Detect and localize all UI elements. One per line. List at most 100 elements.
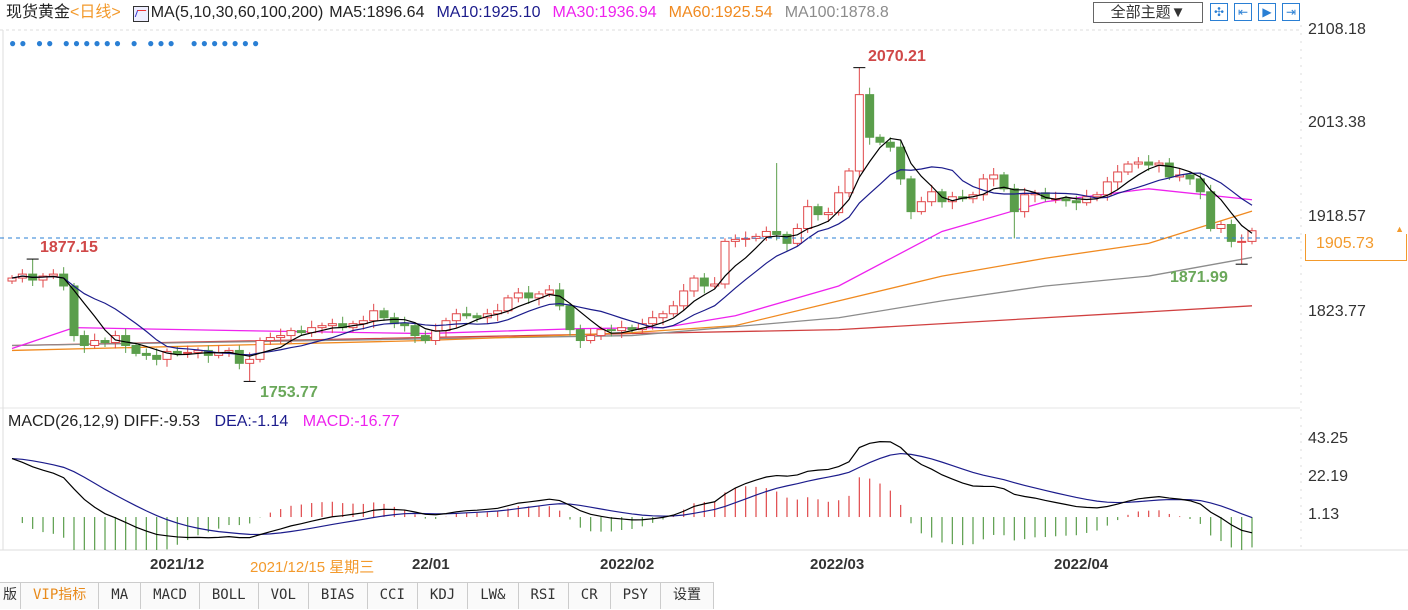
candle-up <box>1133 161 1143 165</box>
ma-indicator-icon[interactable] <box>132 6 149 22</box>
macd-tick: 22.19 <box>1308 468 1349 485</box>
tab-boll[interactable]: BOLL <box>199 583 259 609</box>
candle-up <box>317 325 327 329</box>
tab-vip[interactable]: VIP指标 <box>21 583 100 609</box>
ma10-value: MA10:1925.10 <box>436 4 541 21</box>
candle-down <box>59 273 69 287</box>
low-annotation: 1753.77 <box>260 384 318 401</box>
tab-lw[interactable]: LW& <box>468 583 519 609</box>
candle-up <box>586 335 596 342</box>
macd-tick: 43.25 <box>1308 430 1349 447</box>
candle-down <box>462 313 472 317</box>
candle-up <box>534 293 544 299</box>
candle-down <box>410 325 420 337</box>
price-tick: 2108.18 <box>1308 21 1366 38</box>
tab-cr[interactable]: CR <box>568 583 611 609</box>
candle-down <box>400 323 410 327</box>
candle-up <box>1102 181 1112 196</box>
candle-up <box>710 283 720 287</box>
left-high-annotation: 1877.15 <box>40 239 98 256</box>
ma5-value: MA5:1896.64 <box>329 4 425 21</box>
macd-dea: DEA:-1.14 <box>214 413 289 430</box>
tab-rsi[interactable]: RSI <box>518 583 569 609</box>
current-price-value: 1905.73 <box>1316 235 1374 252</box>
candle-down <box>141 352 151 356</box>
candle-down <box>524 292 534 299</box>
time-label: 2021/12 <box>150 556 205 573</box>
candle-down <box>79 335 89 346</box>
tab-partial[interactable]: 版 <box>0 583 21 609</box>
time-label: 22/01 <box>412 556 450 573</box>
candle-up <box>834 192 844 214</box>
candle-down <box>1226 224 1236 242</box>
candle-up <box>265 337 275 342</box>
candle-up <box>803 206 813 229</box>
candle-down <box>100 340 110 344</box>
crosshair-icon[interactable]: ✣ <box>1210 3 1228 21</box>
candle-down <box>234 349 244 364</box>
tab-bias[interactable]: BIAS <box>308 583 368 609</box>
candle-down <box>782 233 792 244</box>
macd-diff: MACD(26,12,9) DIFF:-9.53 <box>8 413 201 430</box>
event-markers[interactable]: ●● ●● ●●●●●● ● ●●● ●●●●●●● <box>9 36 263 50</box>
tab-settings[interactable]: 设置 <box>660 583 714 609</box>
tab-kdj[interactable]: KDJ <box>417 583 469 609</box>
candle-up <box>110 335 120 344</box>
candle-up <box>369 310 379 322</box>
candle-up <box>989 174 999 180</box>
candle-up <box>927 191 937 203</box>
candle-down <box>875 136 885 143</box>
candle-down <box>885 141 895 148</box>
ma-legend: 现货黄金 <日线> MA(5,10,30,60,100,200) MA5:189… <box>6 3 901 23</box>
time-label: 2022/04 <box>1054 556 1109 573</box>
candle-up <box>255 340 265 360</box>
candle-up <box>513 292 523 299</box>
candle-down <box>999 174 1009 190</box>
candle-down <box>420 335 430 342</box>
goto-end-icon[interactable]: ⇥ <box>1282 3 1300 21</box>
candle-up <box>245 358 255 364</box>
candle-down <box>555 289 565 307</box>
ma60-value: MA60:1925.54 <box>668 4 773 21</box>
time-label: 2022/03 <box>810 556 865 573</box>
high-annotation: 2070.21 <box>868 48 926 65</box>
macd-legend: MACD(26,12,9) DIFF:-9.53 DEA:-1.14 MACD:… <box>8 413 400 431</box>
dea-line <box>11 452 1253 536</box>
candle-up <box>1092 194 1102 198</box>
candle-up <box>183 351 193 354</box>
candle-up <box>38 275 48 281</box>
candle-down <box>152 354 162 360</box>
tab-psy[interactable]: PSY <box>610 583 661 609</box>
candle-up <box>48 273 58 277</box>
candle-down <box>627 327 637 331</box>
tab-vol[interactable]: VOL <box>258 583 309 609</box>
ma5-line <box>11 137 1253 357</box>
symbol-name: 现货黄金 <box>6 4 71 21</box>
tab-macd[interactable]: MACD <box>141 583 200 609</box>
candle-up <box>741 237 751 240</box>
candle-up <box>668 305 678 315</box>
period-label[interactable]: <日线> <box>70 4 121 21</box>
candle-down <box>472 315 482 319</box>
candle-up <box>1247 230 1257 242</box>
diff-line <box>11 441 1253 539</box>
theme-dropdown[interactable]: 全部主题▼ <box>1093 2 1203 23</box>
tab-cci[interactable]: CCI <box>367 583 418 609</box>
candle-down <box>813 206 823 216</box>
candle-up <box>720 240 730 285</box>
candle-down <box>699 277 709 287</box>
candle-up <box>286 330 296 337</box>
indicator-tabs: 版 VIP指标 MA MACD BOLL VOL BIAS CCI KDJ LW… <box>0 582 714 609</box>
play-icon[interactable]: ▶ <box>1258 3 1276 21</box>
macd-tick: 1.13 <box>1308 506 1340 523</box>
recent-low-annotation: 1871.99 <box>1170 269 1228 286</box>
candle-down <box>121 335 131 346</box>
shrink-icon[interactable]: ⇤ <box>1234 3 1252 21</box>
candle-up <box>544 289 554 295</box>
candle-up <box>431 330 441 342</box>
candle-up <box>162 350 172 360</box>
tab-ma[interactable]: MA <box>99 583 142 609</box>
candle-up <box>1123 163 1133 173</box>
